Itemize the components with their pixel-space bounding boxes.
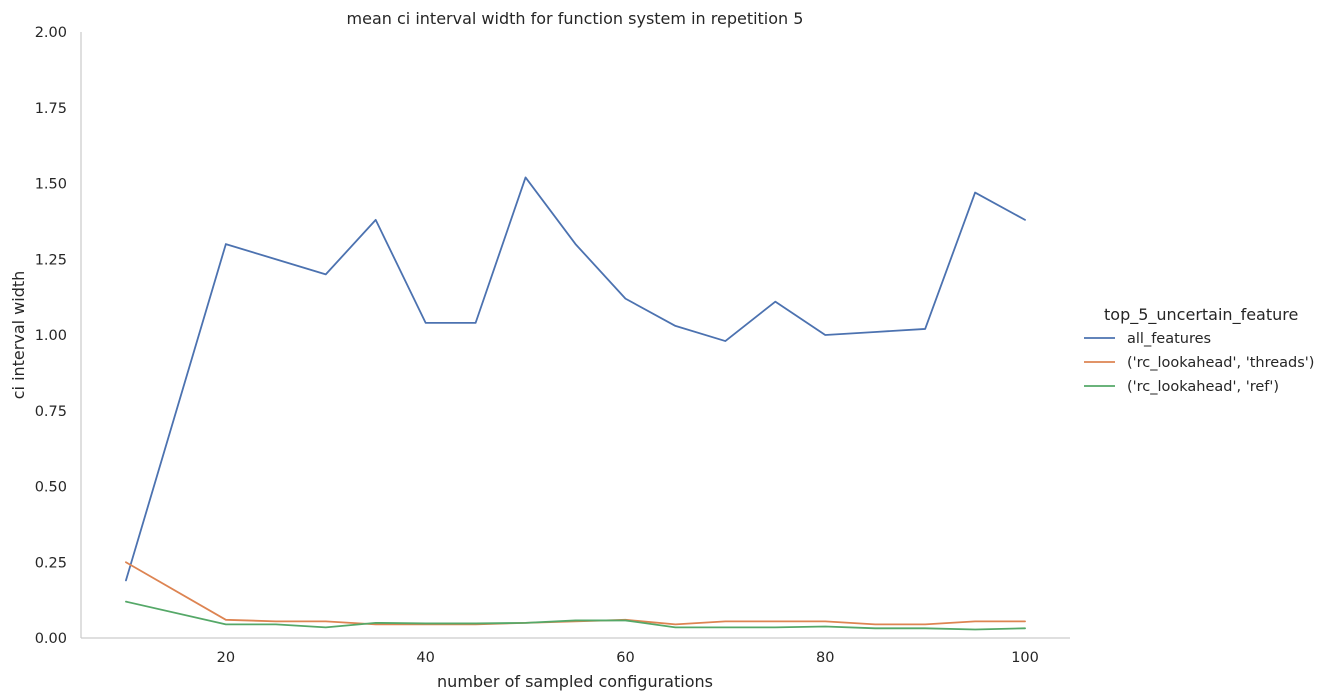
y-tick-label: 2.00 [35,25,67,41]
y-tick-label: 1.75 [35,101,67,117]
x-tick-label: 20 [217,650,235,666]
legend-label: ('rc_lookahead', 'threads') [1127,355,1314,371]
legend-item: all_features [1084,331,1211,347]
legend-items: all_features ('rc_lookahead', 'threads') (… [1084,331,1314,395]
x-axis-ticks: 20 40 60 80 100 [217,650,1039,666]
x-tick-label: 80 [816,650,834,666]
series-line-1 [125,561,1026,626]
series-line-2 [125,600,1026,631]
legend-title: top_5_uncertain_feature [1104,305,1298,325]
legend-label: all_features [1127,331,1211,347]
y-tick-label: 1.50 [35,177,67,193]
chart-title: mean ci interval width for function syst… [347,9,804,28]
legend: top_5_uncertain_feature all_features ('rc… [1084,305,1314,395]
y-axis-title: ci interval width [9,271,28,400]
plot-series [125,176,1026,631]
y-axis-ticks: 0.00 0.25 0.50 0.75 1.00 1.25 1.50 1.75 2.00 [35,25,67,647]
y-tick-label: 0.25 [35,555,67,571]
x-tick-label: 100 [1011,650,1039,666]
x-tick-label: 40 [416,650,434,666]
legend-label: ('rc_lookahead', 'ref') [1127,379,1279,395]
legend-item: ('rc_lookahead', 'threads') [1084,355,1314,371]
y-tick-label: 0.50 [35,480,67,496]
y-tick-label: 1.25 [35,252,67,268]
series-line-0 [125,176,1026,582]
y-tick-label: 1.00 [35,328,67,344]
x-axis-title: number of sampled configurations [437,672,713,691]
y-tick-label: 0.75 [35,404,67,420]
y-tick-label: 0.00 [35,631,67,647]
x-tick-label: 60 [616,650,634,666]
legend-item: ('rc_lookahead', 'ref') [1084,379,1279,395]
